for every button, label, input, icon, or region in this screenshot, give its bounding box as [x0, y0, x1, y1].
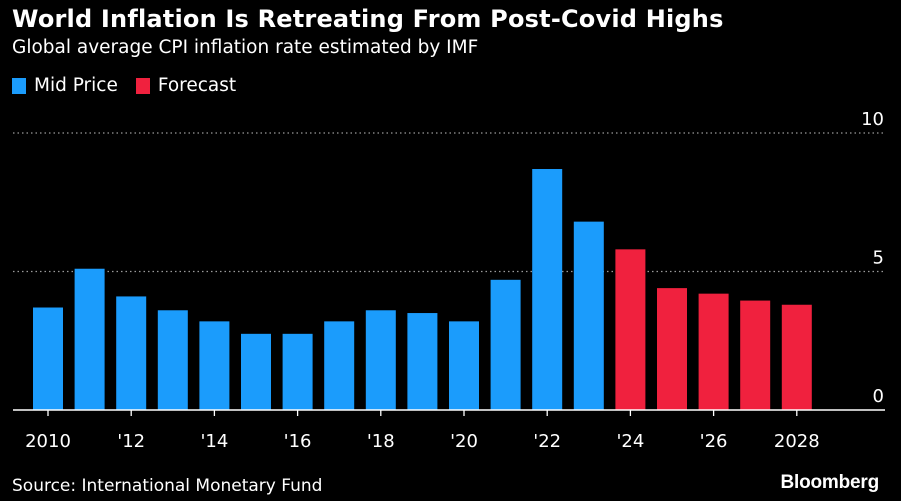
bar-2015	[241, 333, 271, 410]
legend-item-mid-price: Mid Price	[12, 75, 118, 96]
bar-2021	[490, 279, 521, 410]
x-tick-label: 2010	[25, 431, 71, 452]
bar-2025	[657, 288, 687, 410]
bar-2027	[740, 300, 771, 410]
bar-2023	[573, 221, 604, 410]
bar-2024	[615, 249, 646, 410]
bar-2022	[532, 169, 563, 410]
bar-2017	[324, 321, 355, 410]
legend: Mid Price Forecast	[12, 75, 254, 96]
bar-2010	[33, 307, 63, 410]
x-tick-label: '26	[700, 431, 728, 452]
bar-2028	[781, 304, 812, 410]
x-tick-label: '16	[284, 431, 312, 452]
x-tick-label: '14	[200, 431, 228, 452]
x-tick-label: '20	[450, 431, 478, 452]
bar-2013	[157, 310, 188, 410]
x-tick-label: '24	[616, 431, 644, 452]
bar-2019	[407, 313, 438, 410]
bar-2016	[282, 333, 313, 410]
chart-subtitle: Global average CPI inflation rate estima…	[12, 37, 479, 58]
bloomberg-logo: Bloomberg	[780, 472, 880, 493]
x-tick-label: 2028	[774, 431, 820, 452]
bar-2011	[74, 268, 105, 410]
legend-item-forecast: Forecast	[135, 75, 237, 96]
x-tick-label: '12	[117, 431, 145, 452]
y-tick-label: 5	[873, 248, 884, 269]
x-tick-label: '18	[367, 431, 395, 452]
source-note: Source: International Monetary Fund	[12, 476, 323, 496]
legend-label-forecast: Forecast	[157, 75, 237, 96]
legend-swatch-forecast	[135, 77, 150, 94]
bar-2014	[199, 321, 230, 410]
bar-2020	[449, 321, 479, 410]
bar-2012	[116, 296, 147, 410]
bar-2026	[698, 293, 729, 410]
chart-title: World Inflation Is Retreating From Post-…	[12, 5, 724, 33]
y-tick-label: 0	[873, 386, 884, 407]
legend-swatch-mid-price	[12, 77, 26, 94]
legend-label-mid-price: Mid Price	[34, 75, 118, 96]
x-tick-label: '22	[533, 431, 561, 452]
y-tick-label: 10	[861, 109, 884, 130]
bar-2018	[365, 310, 396, 410]
